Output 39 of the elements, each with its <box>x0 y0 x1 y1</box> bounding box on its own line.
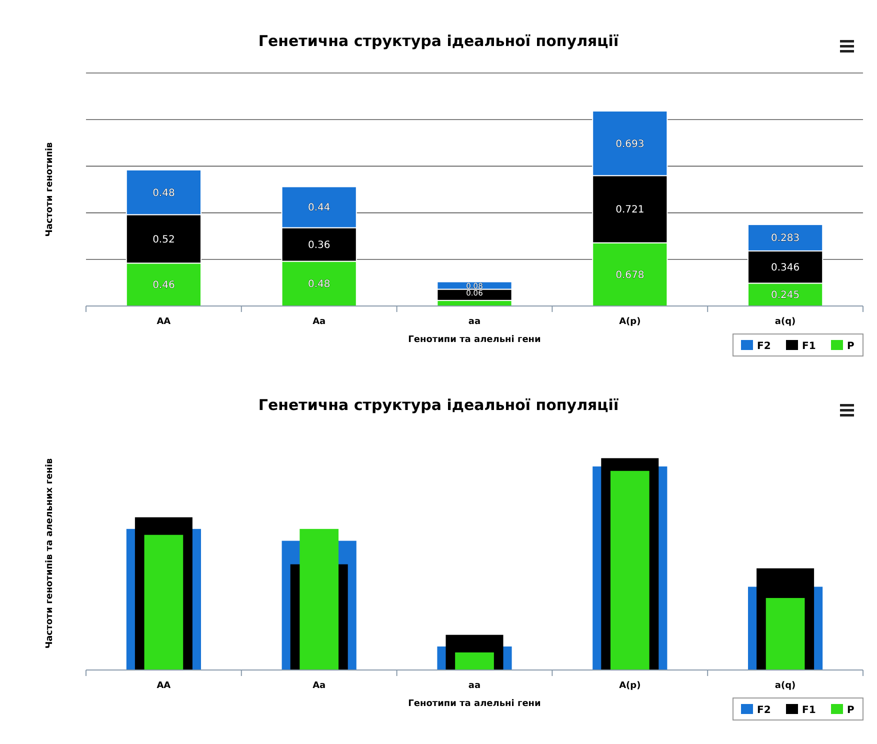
x-axis-title: Генотипи та алельні гени <box>408 335 541 345</box>
x-tick-label: AA <box>156 681 171 691</box>
data-label: 0.678 <box>616 270 644 281</box>
legend-label: F1 <box>802 341 816 352</box>
data-label: 0.48 <box>308 279 330 290</box>
data-label: 0.346 <box>770 262 800 274</box>
data-label: 0.721 <box>616 204 644 216</box>
x-tick-label: aa <box>468 317 481 327</box>
data-label: 0.245 <box>770 290 800 302</box>
x-tick-label: a(q) <box>774 681 796 691</box>
bar <box>144 534 184 670</box>
data-label: 0.36 <box>308 240 330 251</box>
bar <box>300 528 339 670</box>
data-label: 0.46 <box>152 280 175 292</box>
x-tick-label: aa <box>468 681 481 691</box>
data-label: 0.48 <box>152 188 175 199</box>
chart-title: Генетична структура ідеальної популяції <box>258 32 619 50</box>
x-tick-label: A(p) <box>619 317 641 327</box>
legend-label: P <box>847 341 854 352</box>
data-label: 0.52 <box>152 234 175 246</box>
x-tick-label: Aa <box>312 681 326 691</box>
x-axis-title: Генотипи та алельні гени <box>408 699 541 709</box>
data-label: 0.44 <box>308 202 330 214</box>
x-tick-label: a(q) <box>774 317 796 327</box>
chart-title: Генетична структура ідеальної популяції <box>258 396 619 414</box>
y-axis-title: Частоти генотипів та алельних генів <box>45 458 55 649</box>
data-label: 0.283 <box>770 233 800 244</box>
legend-label: F1 <box>802 705 816 716</box>
data-label: 0.693 <box>616 138 644 150</box>
x-tick-label: A(p) <box>619 681 641 691</box>
legend-label: F2 <box>757 705 771 716</box>
x-tick-label: Aa <box>312 317 326 327</box>
x-tick-label: AA <box>156 317 171 327</box>
legend-label: P <box>847 705 854 716</box>
bar <box>610 470 650 670</box>
legend-label: F2 <box>757 341 771 352</box>
bar <box>766 598 805 670</box>
y-axis-title: Частоти генотипів <box>45 142 55 237</box>
bar <box>455 652 494 670</box>
